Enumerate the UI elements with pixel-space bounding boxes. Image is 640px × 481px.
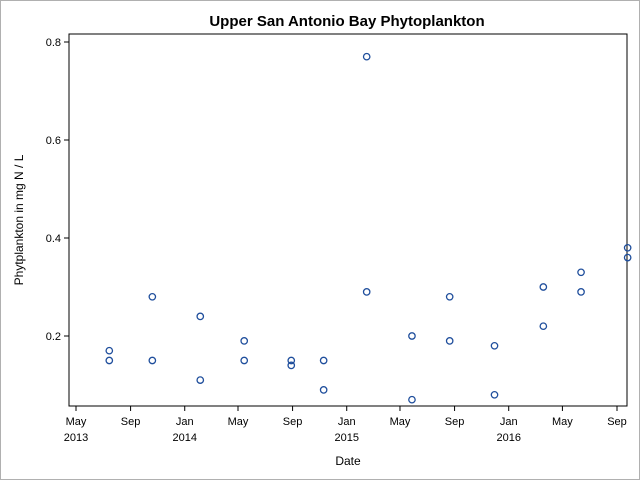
y-tick-label: 0.8 <box>46 37 61 49</box>
data-point <box>148 356 157 365</box>
x-axis: May 2013 Sep Jan 2014 May Sep Jan 2015 May Sep Jan 2… <box>64 406 627 444</box>
data-point <box>319 356 328 365</box>
x-tick-label: May <box>228 416 249 428</box>
x-tick-year-label: 2016 <box>496 432 520 444</box>
y-axis-label: Phytplankton in mg N / L <box>12 154 26 285</box>
data-point <box>539 322 548 331</box>
chart-title: Upper San Antonio Bay Phytoplankton <box>209 13 484 30</box>
data-point <box>490 390 499 399</box>
data-point <box>287 361 296 370</box>
data-point <box>105 356 114 365</box>
x-tick-year-label: 2015 <box>334 432 358 444</box>
data-point <box>408 395 416 404</box>
x-tick-label: Sep <box>121 416 141 428</box>
data-point <box>362 288 371 296</box>
x-tick-label: May <box>552 416 573 428</box>
data-point <box>408 332 416 340</box>
data-point <box>577 288 585 296</box>
data-point <box>196 312 205 321</box>
data-point <box>490 341 499 350</box>
y-tick-label: 0.4 <box>46 233 61 245</box>
x-tick-label: Sep <box>445 416 465 428</box>
data-point <box>287 356 296 365</box>
data-point <box>445 292 454 301</box>
x-tick-label: Jan <box>176 416 194 428</box>
data-point <box>362 52 371 61</box>
data-point <box>105 346 114 355</box>
data-point <box>577 268 585 277</box>
data-point <box>623 243 632 252</box>
data-point <box>240 337 249 345</box>
data-point <box>445 337 454 345</box>
data-point <box>539 283 548 291</box>
data-point <box>196 376 205 384</box>
x-axis-label: Date <box>335 454 361 468</box>
x-tick-year-label: 2013 <box>64 432 88 444</box>
x-tick-year-label: 2014 <box>172 432 196 444</box>
x-tick-label: May <box>390 416 411 428</box>
plot-area <box>68 33 628 407</box>
data-point <box>148 292 157 301</box>
x-tick-label: Sep <box>607 416 627 428</box>
x-tick-label: Sep <box>283 416 303 428</box>
y-tick-label: 0.2 <box>46 331 61 343</box>
y-tick-label: 0.6 <box>46 135 61 147</box>
y-axis: 0.2 0.4 0.6 0.8 <box>46 37 69 343</box>
x-tick-label: May <box>66 416 87 428</box>
x-tick-label: Jan <box>500 416 518 428</box>
data-point <box>623 253 632 262</box>
data-point <box>319 386 328 394</box>
x-tick-label: Jan <box>338 416 356 428</box>
data-points <box>105 52 632 404</box>
data-point <box>240 356 249 365</box>
